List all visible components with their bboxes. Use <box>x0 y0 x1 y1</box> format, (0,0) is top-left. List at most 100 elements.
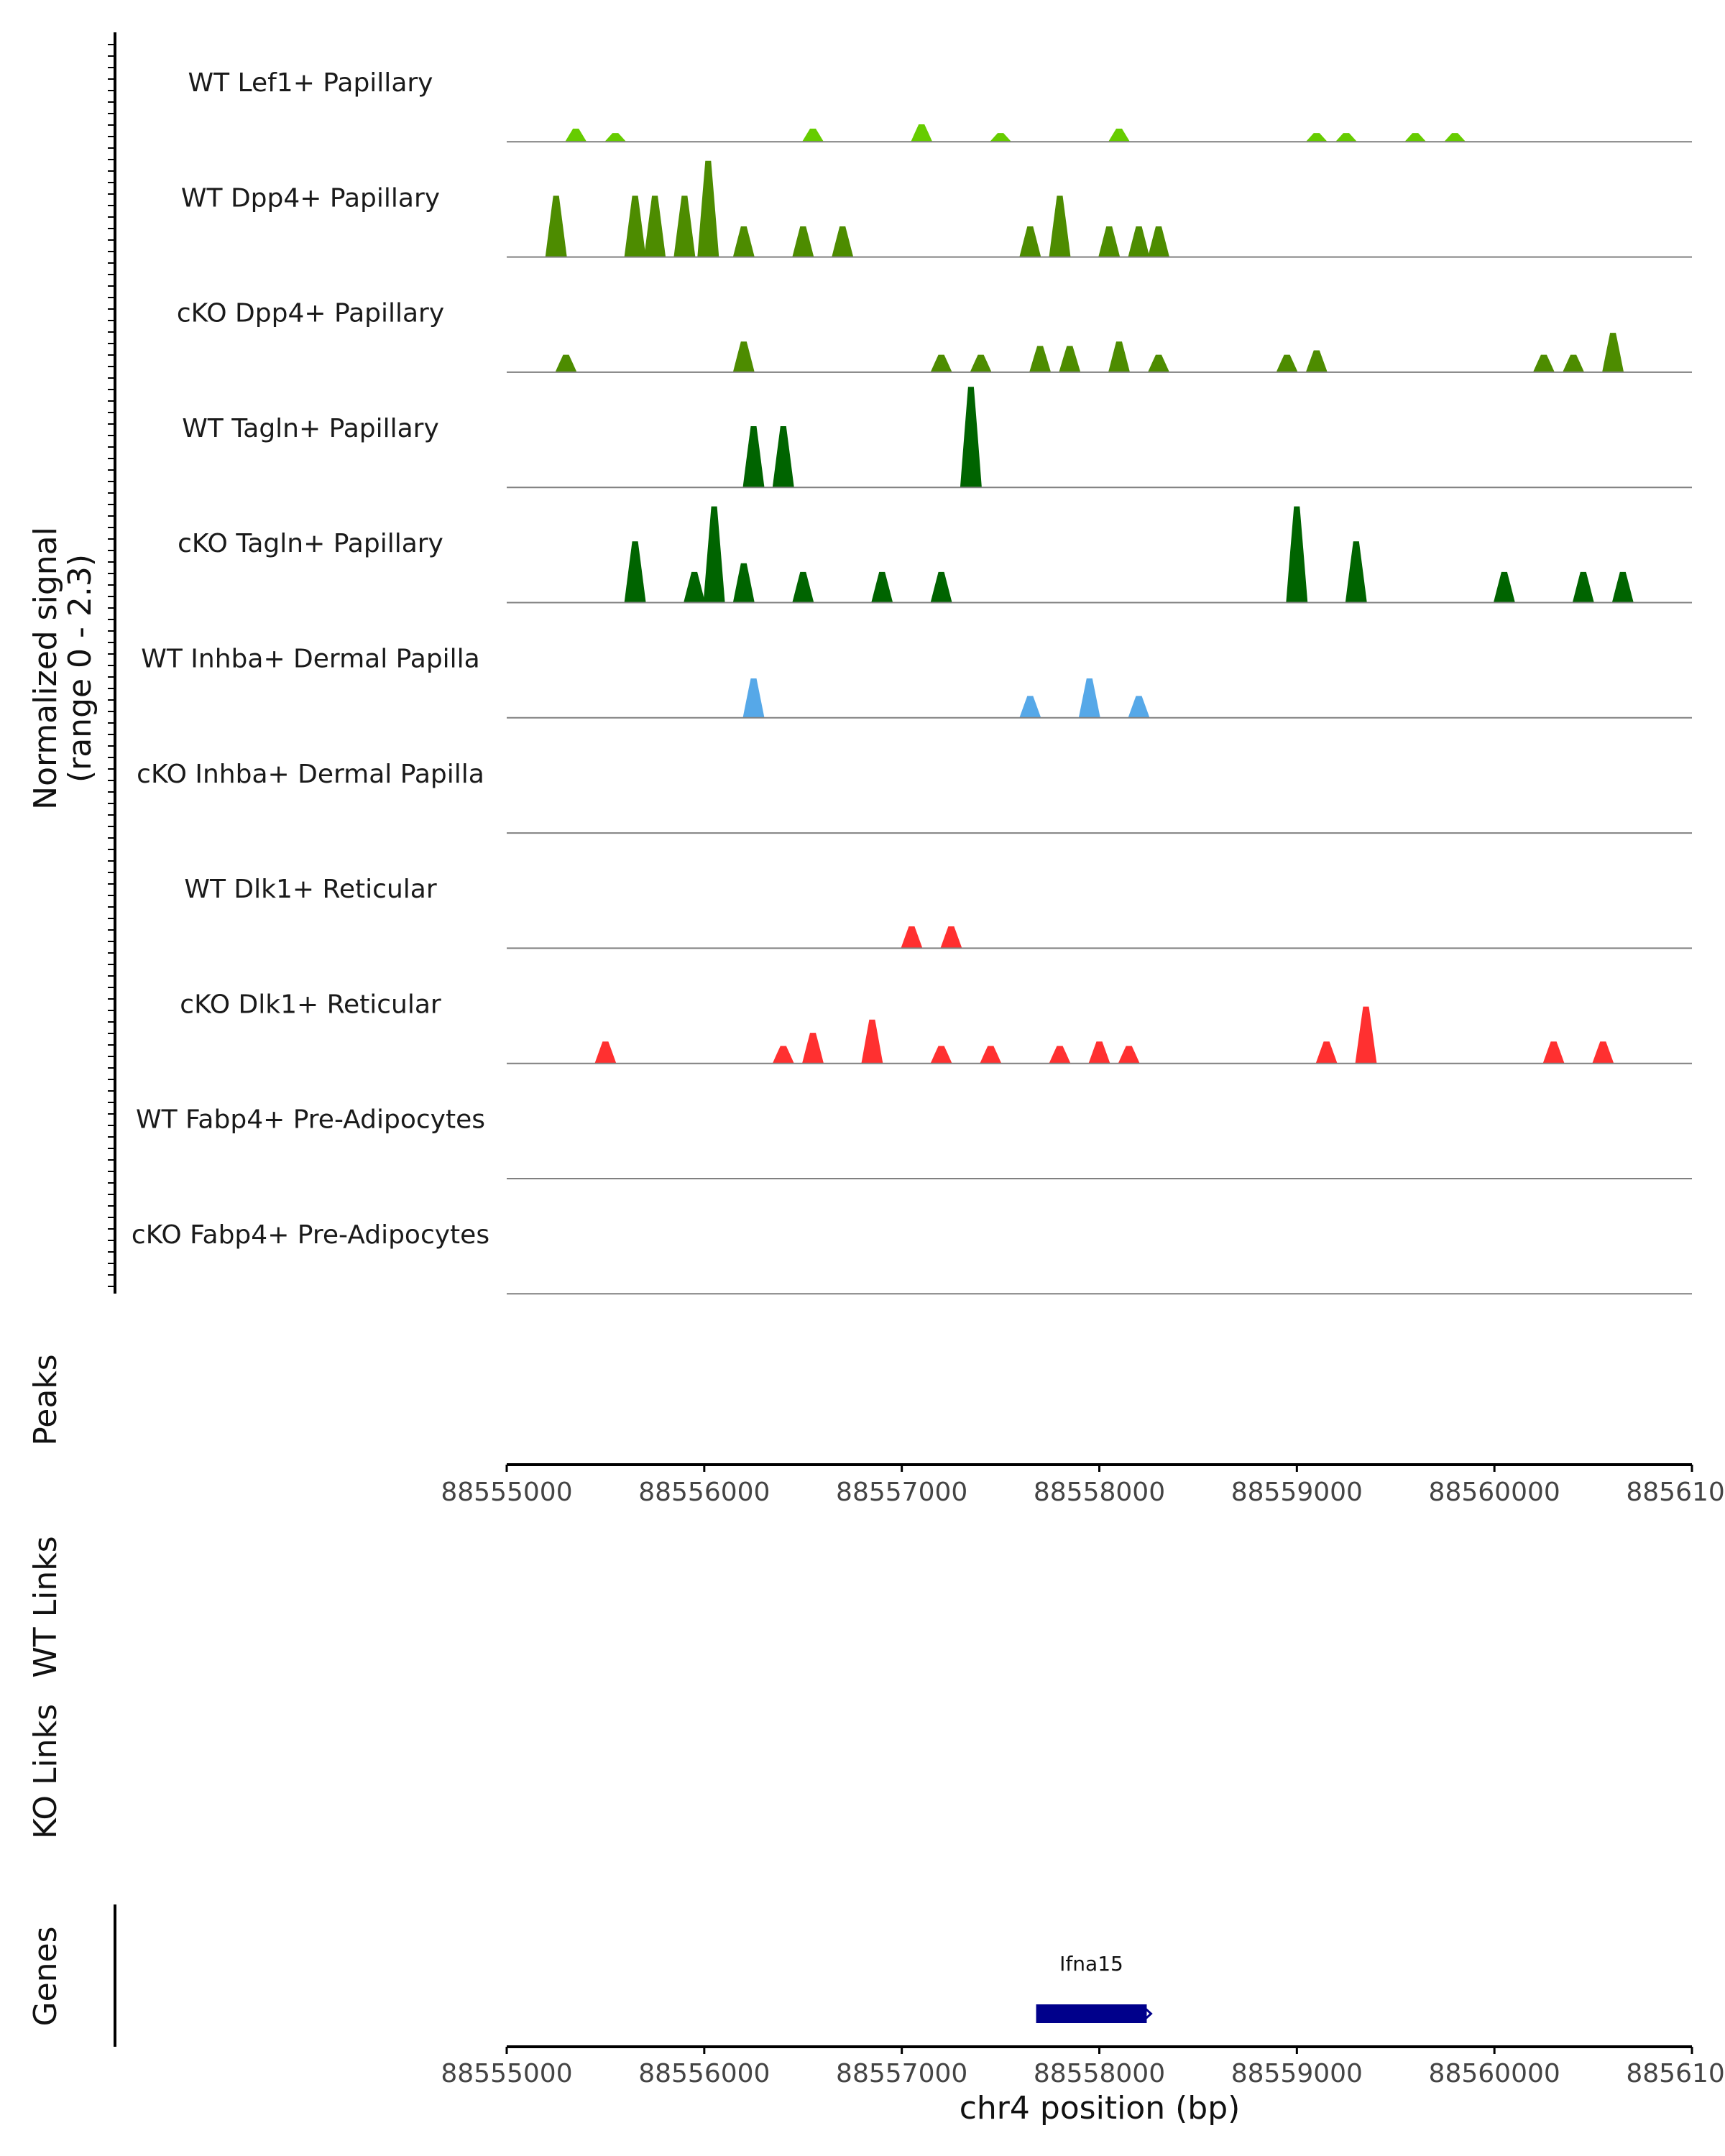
gene-label: Ifna15 <box>1059 1952 1123 1976</box>
signal-peak <box>1345 541 1367 603</box>
gene-body <box>1036 2004 1147 2023</box>
signal-peak <box>772 1046 794 1064</box>
signal-peak <box>1444 133 1466 142</box>
signal-peak <box>1029 346 1052 372</box>
track: cKO Tagln+ Papillary <box>178 506 1692 604</box>
signal-peak <box>1059 346 1081 372</box>
signal-peak <box>697 160 719 257</box>
signal-peak <box>545 195 567 257</box>
track-label: WT Tagln+ Papillary <box>182 414 439 443</box>
signal-peak <box>871 571 893 603</box>
signal-peak <box>792 226 814 257</box>
signal-peak <box>555 354 577 372</box>
signal-peak <box>1563 354 1585 372</box>
signal-peak <box>802 129 824 142</box>
signal-peak <box>1355 1006 1377 1064</box>
track: cKO Dpp4+ Papillary <box>177 299 1692 373</box>
signal-peak <box>1335 133 1357 142</box>
x-tick-label: 88559000 <box>1231 2059 1363 2088</box>
signal-axis-title-line1: Normalized signal <box>27 527 64 810</box>
signal-peak <box>565 129 587 142</box>
x-tick-label: 88559000 <box>1231 1478 1363 1507</box>
signal-peak <box>1148 226 1169 257</box>
signal-peak <box>861 1019 883 1064</box>
signal-peak <box>604 133 627 142</box>
wt-links-panel-title: WT Links <box>27 1536 64 1677</box>
signal-peak <box>732 563 755 603</box>
x-tick-label: 88555000 <box>441 1478 572 1507</box>
signal-peak <box>930 1046 952 1064</box>
signal-peak <box>644 195 666 257</box>
signal-peak <box>970 354 992 372</box>
signal-peak <box>1019 696 1041 718</box>
x-tick-label: 88561000 <box>1626 2059 1725 2088</box>
genes-track: Ifna15 <box>1036 1952 1153 2023</box>
track: WT Lef1+ Papillary <box>188 68 1692 143</box>
signal-peak <box>980 1046 1002 1064</box>
signal-peak <box>684 571 706 603</box>
signal-y-axis-ticks <box>108 44 115 1287</box>
signal-peak <box>1098 226 1121 257</box>
signal-peak <box>792 571 814 603</box>
x-tick-label: 88560000 <box>1429 2059 1560 2088</box>
track: WT Inhba+ Dermal Papilla <box>141 645 1692 719</box>
signal-peak <box>1286 506 1308 603</box>
track-label: cKO Dpp4+ Papillary <box>177 299 444 328</box>
track-label: cKO Tagln+ Papillary <box>178 529 443 558</box>
signal-peak <box>1049 1046 1071 1064</box>
track-label: WT Inhba+ Dermal Papilla <box>141 645 479 674</box>
track: WT Tagln+ Papillary <box>182 387 1692 489</box>
signal-peak <box>990 133 1012 142</box>
signal-peak <box>802 1033 824 1064</box>
signal-peak <box>1049 195 1071 257</box>
track: cKO Inhba+ Dermal Papilla <box>137 760 1692 834</box>
signal-peak <box>772 426 794 488</box>
signal-peak <box>960 387 982 488</box>
signal-peak <box>742 426 765 488</box>
signal-peak <box>1088 1041 1110 1064</box>
track: cKO Fabp4+ Pre-Adipocytes <box>132 1220 1692 1295</box>
track-label: WT Dlk1+ Reticular <box>184 875 436 904</box>
signal-peak <box>732 226 755 257</box>
signal-peak <box>911 124 933 142</box>
signal-peak <box>1611 571 1634 603</box>
x-tick-label: 88556000 <box>638 1478 770 1507</box>
signal-peak <box>594 1041 617 1064</box>
signal-peak <box>1078 678 1100 718</box>
peaks-x-axis-ticks: 88555000 88556000 88557000 88558000 88559000… <box>441 1465 1725 1507</box>
track-label: WT Dpp4+ Papillary <box>181 183 440 213</box>
signal-peak <box>1315 1041 1338 1064</box>
signal-peak <box>930 354 952 372</box>
signal-peak <box>1128 226 1150 257</box>
signal-peak <box>901 926 923 949</box>
signal-peak <box>1019 226 1041 257</box>
x-tick-label: 88557000 <box>836 2059 967 2088</box>
track-label: WT Lef1+ Papillary <box>188 68 433 98</box>
signal-peak <box>624 195 646 257</box>
signal-peak <box>703 506 725 603</box>
signal-peak <box>1532 354 1555 372</box>
track: cKO Dlk1+ Reticular <box>180 990 1692 1064</box>
track: WT Dlk1+ Reticular <box>184 875 1692 949</box>
coverage-tracks: WT Lef1+ Papillary WT Dpp4+ Papillary cKO … <box>132 68 1692 1295</box>
signal-peak <box>1572 571 1594 603</box>
x-axis-title: chr4 position (bp) <box>960 2090 1241 2127</box>
signal-peak <box>930 571 952 603</box>
peaks-panel-title: Peaks <box>27 1354 64 1445</box>
signal-peak <box>1305 133 1328 142</box>
x-tick-label: 88558000 <box>1034 2059 1165 2088</box>
track-label: WT Fabp4+ Pre-Adipocytes <box>136 1105 485 1135</box>
genes-x-axis-ticks: 88555000 88556000 88557000 88558000 88559000… <box>441 2047 1725 2088</box>
signal-peak <box>1493 571 1515 603</box>
x-tick-label: 88558000 <box>1034 1478 1165 1507</box>
signal-peak <box>1276 354 1298 372</box>
signal-peak <box>732 341 755 372</box>
track: WT Fabp4+ Pre-Adipocytes <box>136 1105 1692 1179</box>
signal-peak <box>624 541 646 603</box>
signal-peak <box>1108 129 1130 142</box>
track-label: cKO Inhba+ Dermal Papilla <box>137 760 484 789</box>
ko-links-panel-title: KO Links <box>27 1704 64 1839</box>
signal-peak <box>1602 333 1624 372</box>
signal-peak <box>1305 350 1328 372</box>
